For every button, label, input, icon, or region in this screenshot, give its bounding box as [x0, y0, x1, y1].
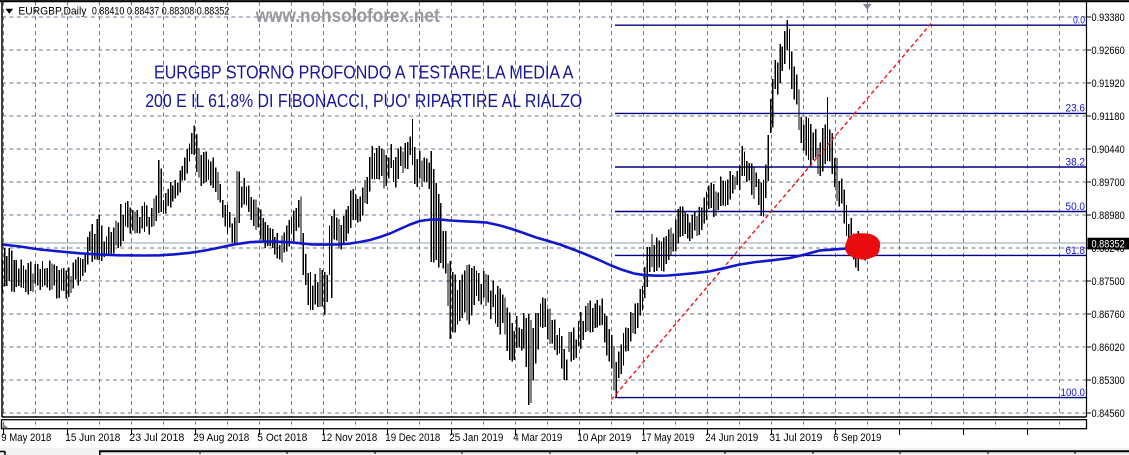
svg-text:200 E IL 61.8% DI FIBONACCI, P: 200 E IL 61.8% DI FIBONACCI, PUO' RIPART… [145, 91, 582, 111]
svg-text:www.nonsoloforex.net: www.nonsoloforex.net [255, 6, 441, 27]
svg-text:17 May 2019: 17 May 2019 [641, 432, 694, 444]
svg-text:0.86760: 0.86760 [1092, 309, 1125, 321]
svg-text:0.0: 0.0 [1073, 14, 1085, 26]
svg-text:0.88410 0.88437 0.88308 0.8835: 0.88410 0.88437 0.88308 0.88352 [92, 5, 229, 17]
svg-text:15 Jun 2018: 15 Jun 2018 [65, 432, 120, 444]
svg-text:100.0: 100.0 [1061, 387, 1086, 399]
svg-text:23.6: 23.6 [1066, 102, 1086, 114]
svg-text:29 Aug 2018: 29 Aug 2018 [193, 432, 249, 444]
svg-text:10 Apr 2019: 10 Apr 2019 [577, 432, 631, 444]
svg-text:0.87500: 0.87500 [1092, 276, 1125, 288]
svg-text:9 May 2018: 9 May 2018 [1, 432, 51, 444]
svg-text:19 Dec 2018: 19 Dec 2018 [385, 432, 440, 444]
svg-text:0.86020: 0.86020 [1092, 342, 1125, 354]
svg-text:4 Mar 2019: 4 Mar 2019 [513, 432, 562, 444]
svg-text:12 Nov 2018: 12 Nov 2018 [321, 432, 377, 444]
svg-text:0.92660: 0.92660 [1092, 45, 1125, 57]
svg-text:61.8: 61.8 [1066, 245, 1086, 257]
svg-text:23 Jul 2018: 23 Jul 2018 [129, 432, 184, 444]
svg-text:0.84560: 0.84560 [1092, 408, 1125, 420]
svg-text:0.85300: 0.85300 [1092, 375, 1125, 387]
svg-text:EURGBP STORNO PROFONDO A TESTA: EURGBP STORNO PROFONDO A TESTARE LA MEDI… [154, 63, 574, 83]
svg-text:38.2: 38.2 [1066, 156, 1086, 168]
svg-text:0.91180: 0.91180 [1092, 111, 1125, 123]
svg-text:0.88980: 0.88980 [1092, 210, 1125, 222]
svg-text:EURGBP,Daily: EURGBP,Daily [18, 5, 86, 17]
svg-text:0.91920: 0.91920 [1092, 78, 1125, 90]
svg-text:24 Jun 2019: 24 Jun 2019 [705, 432, 758, 444]
svg-text:0.93380: 0.93380 [1092, 12, 1125, 24]
svg-text:31 Jul 2019: 31 Jul 2019 [769, 432, 822, 444]
svg-text:0.89700: 0.89700 [1092, 177, 1125, 189]
svg-text:50.0: 50.0 [1066, 201, 1086, 213]
svg-text:0.88352: 0.88352 [1092, 239, 1125, 251]
svg-text:6 Sep 2019: 6 Sep 2019 [833, 432, 881, 444]
svg-text:0.90440: 0.90440 [1092, 144, 1125, 156]
svg-text:25 Jan 2019: 25 Jan 2019 [449, 432, 503, 444]
svg-text:5 Oct 2018: 5 Oct 2018 [257, 432, 307, 444]
